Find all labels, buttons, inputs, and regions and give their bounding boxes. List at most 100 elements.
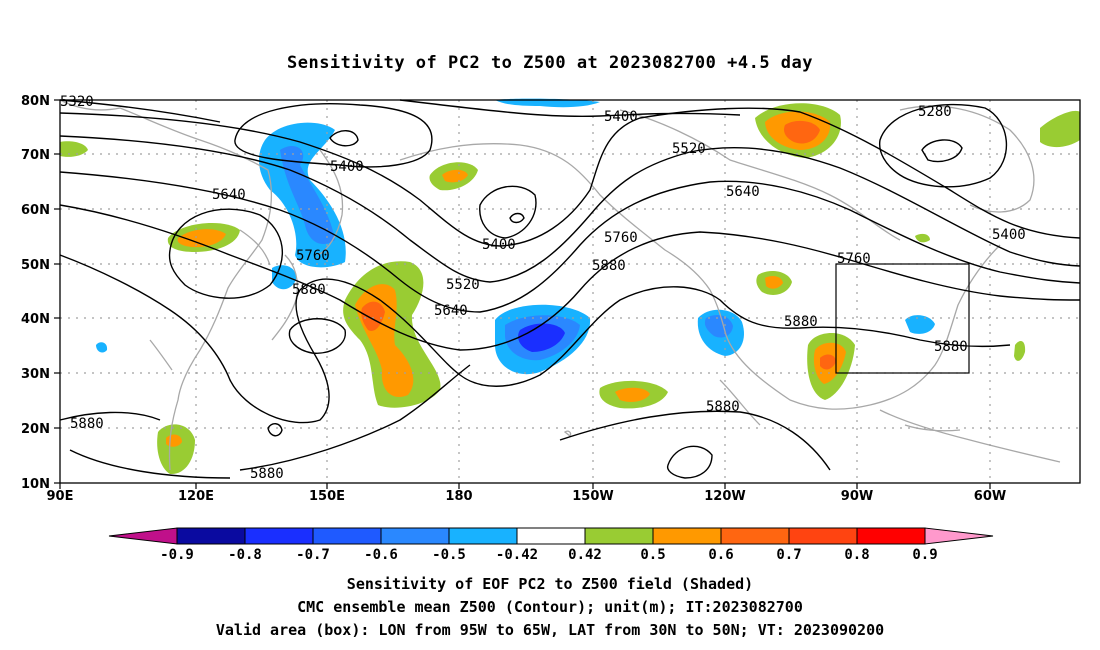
lat-label: 80N <box>21 94 50 109</box>
shade-positive-region <box>820 354 836 370</box>
colorbar-tick-label: -0.5 <box>432 547 466 563</box>
coastline-alaska <box>399 143 1001 410</box>
map-frame <box>59 99 1081 484</box>
contour-label: 5880 <box>292 282 326 298</box>
colorbar-right-triangle <box>924 527 994 545</box>
contour-5400-tiny <box>509 212 525 224</box>
contour-label: 5880 <box>592 258 626 274</box>
colorbar-segment <box>176 527 246 545</box>
colorbar-segment <box>380 527 450 545</box>
lon-label: 150W <box>572 489 613 504</box>
colorbar-tick-label: -0.6 <box>364 547 398 563</box>
contour-5880 <box>59 254 1011 424</box>
colorbar-segment <box>720 527 790 545</box>
shade-positive-region <box>765 275 783 289</box>
colorbar-segment <box>448 527 518 545</box>
contour-5760-closed <box>288 318 346 354</box>
lon-label: 150E <box>309 489 345 504</box>
sensitivity-shading <box>60 98 1080 475</box>
latitude-labels: 80N 70N 60N 50N 40N 30N 20N 10N <box>21 94 50 492</box>
lat-label: 70N <box>21 148 50 163</box>
contour-5280-inner <box>921 139 963 163</box>
shade-negative-region <box>96 342 108 353</box>
contour-5640-closed <box>168 208 284 299</box>
contour-label: 5320 <box>60 94 94 110</box>
valid-area-box <box>835 263 970 374</box>
coastline-greenland <box>899 105 1035 213</box>
contour-label: 5880 <box>784 314 818 330</box>
contour-label: 5280 <box>918 104 952 120</box>
contour-label: 5640 <box>726 184 760 200</box>
coastlines <box>59 99 1061 471</box>
contour-5640 <box>59 171 1081 313</box>
map-title: Sensitivity of PC2 to Z500 at 2023082700… <box>287 53 813 73</box>
shade-positive-region <box>1040 110 1080 148</box>
contour-5880-south <box>59 364 831 479</box>
contour-5400 <box>59 107 1081 247</box>
contour-label: 5760 <box>604 230 638 246</box>
map-panel: 5320 5280 5400 5400 5400 5400 5520 5520 … <box>21 94 1081 504</box>
z500-contours <box>59 99 1081 479</box>
shade-positive-region <box>615 387 650 402</box>
contour-label: 5880 <box>706 399 740 415</box>
colorbar-segment <box>584 527 654 545</box>
contour-5880-low <box>666 445 713 479</box>
colorbar-tick-label: 0.5 <box>640 547 665 563</box>
lat-label: 40N <box>21 312 50 327</box>
shade-positive-region <box>60 141 88 157</box>
axis-ticks <box>54 99 991 489</box>
lat-label: 60N <box>21 203 50 218</box>
contour-5520 <box>59 135 1081 283</box>
shade-positive-region <box>784 120 820 144</box>
contour-5400-small <box>329 130 359 147</box>
shade-positive-region <box>915 233 930 243</box>
lat-label: 20N <box>21 422 50 437</box>
coastline-caribbean <box>719 379 961 432</box>
contour-label: 5520 <box>672 141 706 157</box>
contour-5880-small <box>267 423 283 437</box>
colorbar-segment <box>244 527 314 545</box>
colorbar-segment <box>856 527 926 545</box>
colorbar-tick-label: -0.9 <box>160 547 194 563</box>
colorbar: -0.9 -0.8 -0.7 -0.6 -0.5 -0.42 0.42 0.5 0.6 0.7 0.… <box>108 527 994 563</box>
colorbar-tick-label: 0.42 <box>568 547 602 563</box>
shade-negative-region <box>704 314 733 338</box>
shade-negative-region <box>518 323 565 352</box>
contour-5760 <box>59 204 1081 351</box>
colorbar-segment <box>652 527 722 545</box>
shade-positive-region <box>1014 340 1026 361</box>
contour-label: 5760 <box>296 248 330 264</box>
footer-line-2: CMC ensemble mean Z500 (Contour); unit(m… <box>297 598 803 616</box>
lon-label: 120E <box>178 489 214 504</box>
contour-5400-north <box>399 99 741 118</box>
contour-label: 5520 <box>446 277 480 293</box>
contour-5320 <box>59 99 221 123</box>
shade-positive-region <box>442 169 468 183</box>
colorbar-tick-label: -0.8 <box>228 547 262 563</box>
lat-label: 50N <box>21 258 50 273</box>
colorbar-segment <box>788 527 858 545</box>
lon-label: 120W <box>704 489 745 504</box>
contour-label: 5880 <box>70 416 104 432</box>
colorbar-tick-label: 0.6 <box>708 547 733 563</box>
shade-positive-region <box>177 229 226 248</box>
lon-label: 60W <box>974 489 1006 504</box>
contour-label: 5640 <box>212 187 246 203</box>
contour-5400-closed <box>234 103 433 168</box>
colorbar-tick-label: -0.7 <box>296 547 330 563</box>
contour-label: 5400 <box>330 159 364 175</box>
lon-label: 90W <box>841 489 873 504</box>
lon-label: 90E <box>47 489 74 504</box>
contour-5280 <box>878 103 1007 188</box>
footer-line-1: Sensitivity of EOF PC2 to Z500 field (Sh… <box>347 575 753 593</box>
contour-label: 5760 <box>837 251 871 267</box>
contour-label: 5400 <box>604 109 638 125</box>
lon-label: 180 <box>445 489 472 504</box>
contour-label: 5640 <box>434 303 468 319</box>
footer-line-3: Valid area (box): LON from 95W to 65W, L… <box>216 621 884 639</box>
shade-positive-region <box>361 301 385 331</box>
shade-positive-region <box>157 424 195 475</box>
coastline-asia <box>59 99 272 471</box>
colorbar-tick-label: 0.7 <box>776 547 801 563</box>
